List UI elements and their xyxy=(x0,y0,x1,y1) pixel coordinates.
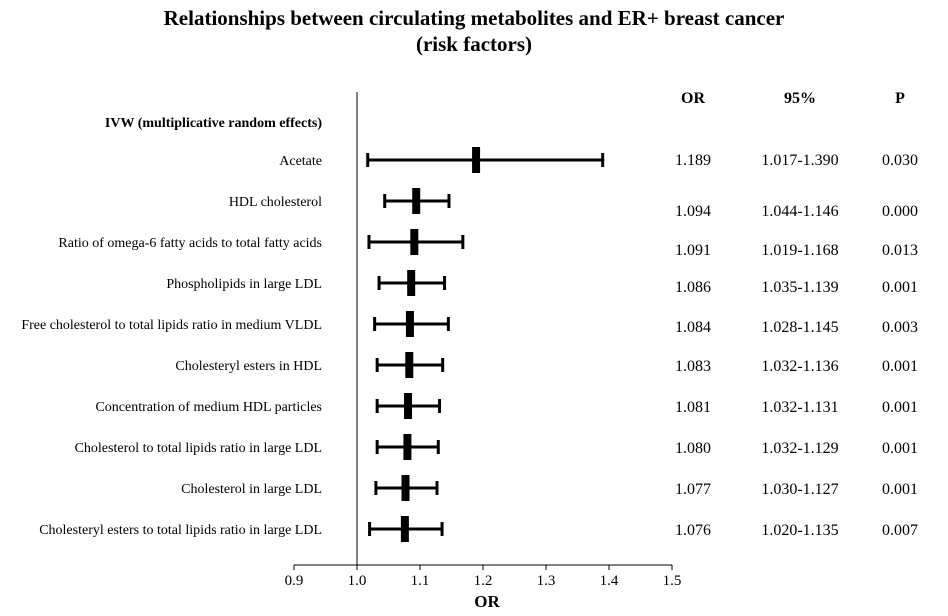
forest-row: Acetate 1.189 1.017-1.390 0.030 xyxy=(279,147,918,173)
forest-row: Cholesteryl esters in HDL 1.083 1.032-1.13… xyxy=(175,352,918,378)
row-label: Cholesterol in large LDL xyxy=(181,482,322,497)
row-label: Cholesteryl esters to total lipids ratio… xyxy=(39,523,322,538)
row-ci-value: 1.020-1.135 xyxy=(761,522,838,539)
point-estimate-marker xyxy=(405,352,414,378)
row-ci-value: 1.035-1.139 xyxy=(761,279,838,296)
point-estimate-marker xyxy=(412,188,421,214)
row-or-value: 1.083 xyxy=(675,358,711,375)
row-ci-value: 1.032-1.136 xyxy=(761,358,838,375)
row-ci-value: 1.030-1.127 xyxy=(761,481,838,498)
x-tick-label: 0.9 xyxy=(285,573,304,589)
row-p-value: 0.013 xyxy=(882,242,918,259)
point-estimate-marker xyxy=(400,516,409,542)
row-p-value: 0.030 xyxy=(882,152,918,169)
x-tick-label: 1.2 xyxy=(474,573,493,589)
row-ci-value: 1.032-1.131 xyxy=(761,399,838,416)
row-or-value: 1.084 xyxy=(675,319,711,336)
point-estimate-marker xyxy=(472,147,481,173)
row-p-value: 0.001 xyxy=(882,358,918,375)
forest-row: Free cholesterol to total lipids ratio i… xyxy=(21,311,918,337)
x-tick-label: 1.0 xyxy=(348,573,367,589)
row-label: Concentration of medium HDL particles xyxy=(95,400,322,415)
row-p-value: 0.003 xyxy=(882,319,918,336)
row-or-value: 1.091 xyxy=(675,242,711,259)
point-estimate-marker xyxy=(410,229,419,255)
x-tick-label: 1.4 xyxy=(600,573,619,589)
row-p-value: 0.000 xyxy=(882,203,918,220)
row-label: Phospholipids in large LDL xyxy=(166,277,322,292)
chart-title-line-1: Relationships between circulating metabo… xyxy=(164,6,785,30)
row-label: Acetate xyxy=(279,154,322,169)
row-p-value: 0.001 xyxy=(882,440,918,457)
row-p-value: 0.007 xyxy=(882,522,918,539)
column-header-or: OR xyxy=(681,90,705,107)
forest-row: Concentration of medium HDL particles 1.0… xyxy=(95,393,918,419)
forest-row: Cholesterol to total lipids ratio in lar… xyxy=(75,434,918,460)
row-ci-value: 1.028-1.145 xyxy=(761,319,838,336)
row-label: Cholesterol to total lipids ratio in lar… xyxy=(75,441,322,456)
forest-row: Cholesterol in large LDL 1.077 1.030-1.127… xyxy=(181,475,918,501)
row-label: HDL cholesterol xyxy=(229,195,322,210)
point-estimate-marker xyxy=(407,270,416,296)
point-estimate-marker xyxy=(404,393,413,419)
row-ci-value: 1.032-1.129 xyxy=(761,440,838,457)
row-p-value: 0.001 xyxy=(882,279,918,296)
row-or-value: 1.081 xyxy=(675,399,711,416)
x-tick-label: 1.5 xyxy=(663,573,682,589)
column-header-p: P xyxy=(895,90,905,107)
row-or-value: 1.086 xyxy=(675,279,711,296)
point-estimate-marker xyxy=(403,434,412,460)
point-estimate-marker xyxy=(401,475,410,501)
x-axis-title: OR xyxy=(474,592,500,611)
row-ci-value: 1.017-1.390 xyxy=(761,152,838,169)
row-p-value: 0.001 xyxy=(882,399,918,416)
column-header-ci: 95% xyxy=(784,90,816,107)
forest-row: Phospholipids in large LDL 1.086 1.035-1.1… xyxy=(166,270,918,296)
row-or-value: 1.189 xyxy=(675,152,711,169)
row-or-value: 1.080 xyxy=(675,440,711,457)
row-label: Cholesteryl esters in HDL xyxy=(175,359,322,374)
row-p-value: 0.001 xyxy=(882,481,918,498)
row-ci-value: 1.044-1.146 xyxy=(761,203,838,220)
row-label: Free cholesterol to total lipids ratio i… xyxy=(21,318,322,333)
row-label: Ratio of omega-6 fatty acids to total fa… xyxy=(58,236,322,251)
forest-row: Ratio of omega-6 fatty acids to total fa… xyxy=(58,229,918,259)
row-or-value: 1.076 xyxy=(675,522,711,539)
forest-row: HDL cholesterol 1.094 1.044-1.146 0.000 xyxy=(229,188,918,220)
row-ci-value: 1.019-1.168 xyxy=(761,242,838,259)
forest-row: Cholesteryl esters to total lipids ratio… xyxy=(39,516,918,542)
row-or-value: 1.077 xyxy=(675,481,711,498)
x-tick-label: 1.3 xyxy=(537,573,556,589)
chart-title-line-2: (risk factors) xyxy=(416,32,532,56)
row-or-value: 1.094 xyxy=(675,203,711,220)
x-tick-label: 1.1 xyxy=(411,573,430,589)
method-label: IVW (multiplicative random effects) xyxy=(105,116,322,131)
point-estimate-marker xyxy=(405,311,414,337)
